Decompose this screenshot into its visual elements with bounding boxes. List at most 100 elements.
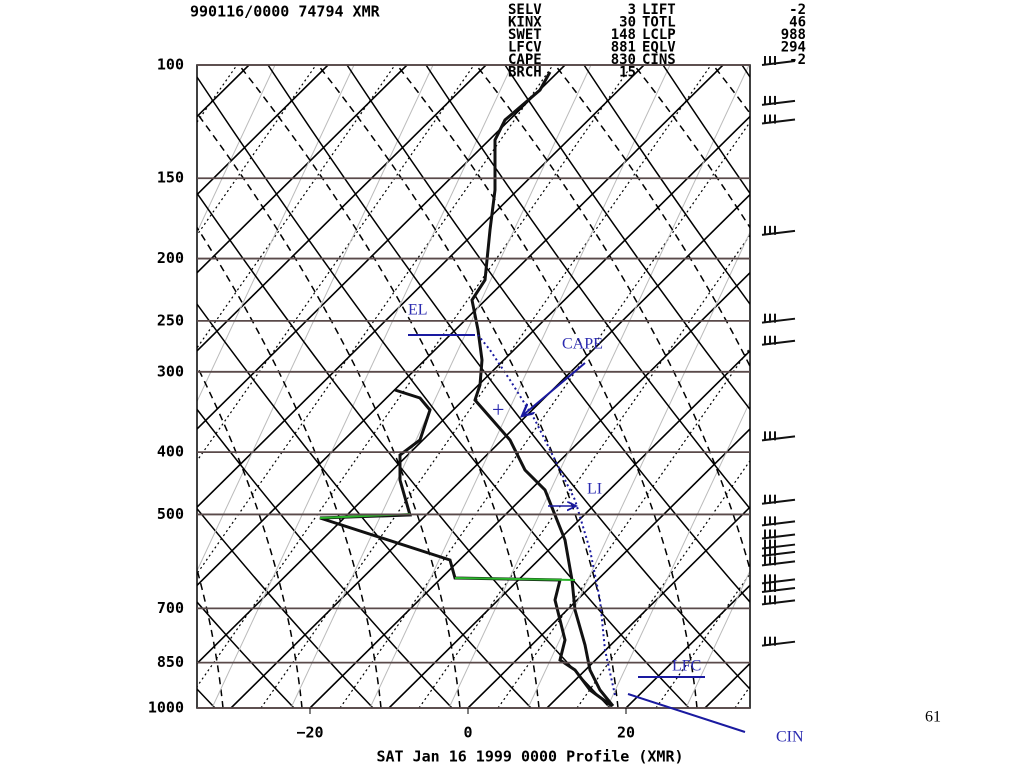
moist-adiabat [197, 566, 224, 708]
li-label: LI [587, 481, 602, 498]
index-label: LFCV [508, 40, 542, 56]
index-label: LIFT [642, 2, 676, 18]
wind-barb [761, 435, 796, 442]
station-header: 990116/0000 74794 XMR [190, 3, 381, 21]
isotherm [704, 662, 750, 708]
dry-adiabat [197, 302, 532, 708]
index-label: EQLV [642, 40, 676, 56]
wind-barb [761, 60, 796, 66]
moist-adiabat [317, 65, 619, 708]
wind-barb [761, 229, 796, 236]
plus-sign: + [492, 397, 504, 422]
wind-barb [761, 599, 796, 606]
wind-barb [761, 99, 796, 106]
isotherm [197, 65, 329, 196]
mixing-ratio [576, 459, 750, 708]
page-number: 61 [925, 709, 941, 726]
mixing-ratio [655, 572, 750, 708]
dry-adiabat [197, 191, 611, 708]
moist-adiabat [0, 65, 144, 708]
pressure-label: 100 [157, 56, 184, 74]
isotherm [784, 65, 1024, 708]
index-value: 294 [781, 40, 806, 56]
wind-barb [761, 498, 796, 505]
index-value: 15 [619, 65, 636, 81]
isotherm [197, 65, 250, 118]
dry-adiabat [979, 65, 1024, 708]
cin-line [627, 693, 746, 733]
mixing-ratio [972, 65, 1024, 708]
grey-line [290, 65, 592, 708]
dry-adiabat [821, 65, 1024, 708]
pressure-label: 200 [157, 249, 184, 267]
pressure-label: 150 [157, 169, 184, 187]
temperature-label: 20 [617, 724, 635, 742]
grey-line [765, 65, 1024, 708]
index-value: 148 [611, 27, 636, 43]
grey-line [685, 569, 750, 708]
grey-line [0, 65, 117, 708]
temperature-label: −20 [296, 724, 323, 742]
wind-barbs [761, 56, 796, 647]
isotherm [197, 65, 645, 509]
dry-adiabat [197, 507, 374, 708]
isotherm [197, 115, 750, 665]
isotherm [197, 65, 724, 587]
mixing-ratio [197, 65, 238, 124]
grey-line [197, 65, 434, 573]
pressure-label: 250 [157, 311, 184, 329]
mixing-ratio [814, 65, 1024, 708]
index-label: SELV [508, 2, 542, 18]
index-label: KINX [508, 15, 542, 31]
dry-adiabat [197, 75, 690, 708]
mixing-ratio [734, 685, 750, 708]
mixing-ratio [197, 65, 633, 688]
wind-barb [761, 578, 796, 585]
dry-adiabat [583, 65, 750, 306]
isotherm [0, 65, 170, 708]
moist-adiabat [197, 364, 303, 708]
mixing-ratio [418, 233, 750, 708]
isotherm [863, 65, 1024, 708]
index-label: LCLP [642, 27, 676, 43]
temperature-label: 0 [463, 724, 472, 742]
isotherm [625, 584, 750, 708]
dry-adiabat [0, 65, 136, 708]
cape-label: CAPE [562, 336, 603, 353]
grey-line [197, 65, 276, 234]
isotherm [309, 271, 750, 708]
grey-line [369, 65, 671, 708]
wind-barb [761, 118, 796, 125]
index-value: 988 [781, 27, 806, 43]
diagram-background [0, 65, 1024, 708]
index-value: 30 [619, 15, 636, 31]
wind-barb [761, 640, 796, 647]
pressure-label: 300 [157, 362, 184, 380]
index-label: SWET [508, 27, 542, 43]
isotherm [388, 349, 750, 708]
wind-barb [761, 550, 796, 557]
wind-barb [761, 543, 796, 550]
grey-line [197, 65, 355, 403]
mixing-ratio [0, 65, 158, 708]
moist-adiabat [871, 65, 1024, 708]
moist-adiabat [238, 65, 540, 708]
wind-barb [761, 560, 796, 567]
wind-barb [761, 533, 796, 540]
pressure-label: 700 [157, 599, 184, 617]
isotherm [197, 65, 566, 431]
grey-line [0, 65, 38, 708]
isotherm [0, 65, 12, 708]
wind-barb [761, 339, 796, 346]
lfc-label: LFC [672, 658, 701, 675]
moist-adiabat [0, 65, 65, 708]
dry-adiabat [346, 65, 750, 604]
grey-line [844, 65, 1024, 708]
index-value: -2 [789, 52, 806, 68]
isotherm [546, 506, 750, 708]
footer: SAT Jan 16 1999 0000 Profile (XMR) [376, 748, 683, 766]
mixing-ratio [339, 121, 750, 708]
cin-label: CIN [776, 729, 804, 746]
wind-barb [761, 520, 796, 527]
wind-barb [761, 586, 796, 593]
